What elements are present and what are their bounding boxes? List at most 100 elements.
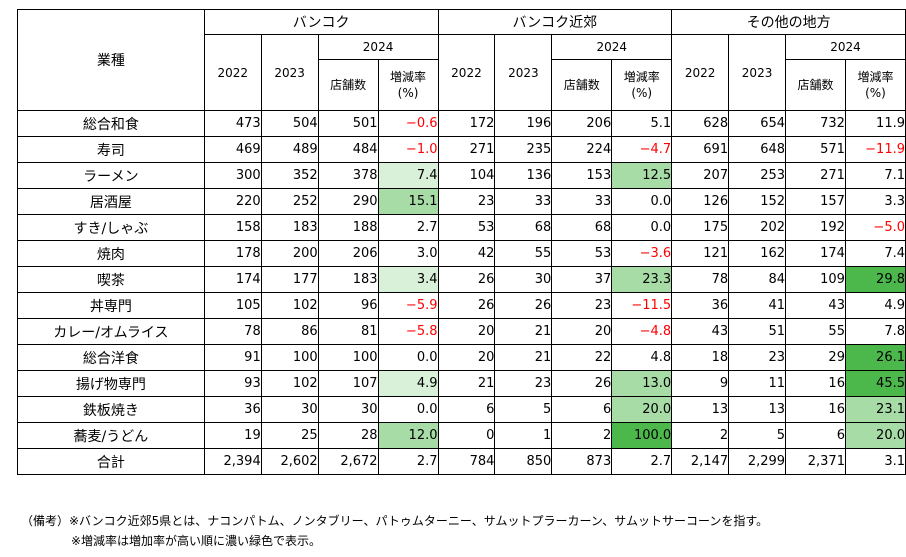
rate-unit: (%): [865, 86, 886, 100]
category-cell: 丼専門: [17, 292, 205, 319]
footnotes: （備考）※バンコク近郊5県とは、ナコンパトム、ノンタブリー、パトゥムターニー、サ…: [21, 511, 768, 551]
suburbs-2022-cell: 26: [437, 266, 496, 293]
bangkok-stores-2024-cell: 501: [317, 110, 379, 137]
bangkok-2023-cell: 504: [260, 110, 319, 137]
bangkok-2023-cell: 489: [260, 136, 319, 163]
bangkok-2022-cell: 469: [203, 136, 262, 163]
year-2023-header: 2023: [260, 34, 319, 111]
other-2022-cell: 9: [671, 370, 730, 397]
other-2022-cell: 207: [671, 162, 730, 189]
other-rate-2024-cell: 45.5: [844, 370, 906, 397]
suburbs-rate-2024-cell: 12.5: [611, 162, 673, 189]
suburbs-2022-cell: 6: [437, 396, 496, 423]
other-rate-2024-cell: 20.0: [844, 422, 906, 449]
rate-label: 増減率: [623, 70, 660, 84]
other-2022-cell: 2: [671, 422, 730, 449]
table-row: 揚げ物専門 93 102 107 4.9 21 23 26 13.0 9 11 16 45.5: [17, 370, 906, 397]
category-cell: 鉄板焼き: [17, 396, 205, 423]
bangkok-2023-cell: 102: [260, 292, 319, 319]
other-2022-cell: 628: [671, 110, 730, 137]
suburbs-rate-2024-cell: −4.7: [611, 136, 673, 163]
bangkok-2022-cell: 19: [203, 422, 262, 449]
other-stores-2024-cell: 16: [785, 370, 846, 397]
other-2023-cell: 23: [728, 344, 787, 371]
category-cell: すき/しゃぶ: [17, 214, 205, 241]
suburbs-rate-2024-cell: 23.3: [611, 266, 673, 293]
table-body: 総合和食 473 504 501 −0.6 172 196 206 5.1 628 654 732 11…: [17, 110, 906, 475]
other-stores-2024-cell: 571: [785, 136, 846, 163]
bangkok-stores-2024-cell: 290: [317, 188, 379, 215]
bangkok-2022-cell: 174: [203, 266, 262, 293]
suburbs-rate-2024-cell: 2.7: [611, 448, 673, 475]
rate-label: 増減率: [390, 70, 427, 84]
table-row: すき/しゃぶ 158 183 188 2.7 53 68 68 0.0 175 202 192 −5.0: [17, 214, 906, 241]
bangkok-rate-2024-cell: 2.7: [377, 214, 439, 241]
bangkok-2022-cell: 300: [203, 162, 262, 189]
other-2022-cell: 36: [671, 292, 730, 319]
category-cell: 焼肉: [17, 240, 205, 267]
suburbs-rate-2024-cell: −11.5: [611, 292, 673, 319]
suburbs-2022-cell: 20: [437, 318, 496, 345]
bangkok-2022-cell: 220: [203, 188, 262, 215]
other-rate-2024-cell: 7.4: [844, 240, 906, 267]
suburbs-2023-cell: 21: [494, 344, 553, 371]
suburbs-2023-cell: 196: [494, 110, 553, 137]
other-2023-cell: 5: [728, 422, 787, 449]
bangkok-2022-cell: 2,394: [203, 448, 262, 475]
bangkok-rate-2024-cell: 0.0: [377, 396, 439, 423]
rate-header: 増減率 (%): [844, 59, 906, 111]
bangkok-stores-2024-cell: 107: [317, 370, 379, 397]
other-2023-cell: 648: [728, 136, 787, 163]
bangkok-rate-2024-cell: 12.0: [377, 422, 439, 449]
bangkok-2023-cell: 100: [260, 344, 319, 371]
bangkok-rate-2024-cell: 2.7: [377, 448, 439, 475]
suburbs-2023-cell: 136: [494, 162, 553, 189]
bangkok-rate-2024-cell: 15.1: [377, 188, 439, 215]
stores-header: 店舗数: [785, 59, 846, 111]
bangkok-rate-2024-cell: −1.0: [377, 136, 439, 163]
bangkok-rate-2024-cell: 4.9: [377, 370, 439, 397]
stores-header: 店舗数: [551, 59, 613, 111]
suburbs-2023-cell: 1: [494, 422, 553, 449]
bangkok-2023-cell: 30: [260, 396, 319, 423]
bangkok-2022-cell: 178: [203, 240, 262, 267]
rate-unit: (%): [631, 86, 653, 100]
category-cell: 総合和食: [17, 110, 205, 137]
suburbs-rate-2024-cell: 20.0: [611, 396, 673, 423]
suburbs-rate-2024-cell: 0.0: [611, 188, 673, 215]
bangkok-2022-cell: 78: [203, 318, 262, 345]
suburbs-2023-cell: 30: [494, 266, 553, 293]
suburbs-2023-cell: 55: [494, 240, 553, 267]
stores-header: 店舗数: [317, 59, 379, 111]
suburbs-stores-2024-cell: 206: [551, 110, 613, 137]
group-header-other-regions: その他の地方: [671, 9, 906, 35]
bangkok-stores-2024-cell: 206: [317, 240, 379, 267]
category-cell: 居酒屋: [17, 188, 205, 215]
suburbs-2023-cell: 26: [494, 292, 553, 319]
bangkok-stores-2024-cell: 30: [317, 396, 379, 423]
bangkok-2023-cell: 177: [260, 266, 319, 293]
year-2022-header: 2022: [671, 34, 730, 111]
rate-label: 増減率: [857, 70, 894, 84]
other-2022-cell: 175: [671, 214, 730, 241]
category-cell: 揚げ物専門: [17, 370, 205, 397]
other-stores-2024-cell: 174: [785, 240, 846, 267]
other-2023-cell: 2,299: [728, 448, 787, 475]
other-2023-cell: 202: [728, 214, 787, 241]
bangkok-2023-cell: 252: [260, 188, 319, 215]
bangkok-stores-2024-cell: 183: [317, 266, 379, 293]
other-2022-cell: 126: [671, 188, 730, 215]
other-rate-2024-cell: 29.8: [844, 266, 906, 293]
suburbs-rate-2024-cell: −4.8: [611, 318, 673, 345]
other-stores-2024-cell: 16: [785, 396, 846, 423]
suburbs-2023-cell: 5: [494, 396, 553, 423]
bangkok-rate-2024-cell: −0.6: [377, 110, 439, 137]
other-2022-cell: 691: [671, 136, 730, 163]
suburbs-stores-2024-cell: 53: [551, 240, 613, 267]
other-2023-cell: 51: [728, 318, 787, 345]
bangkok-stores-2024-cell: 378: [317, 162, 379, 189]
category-cell: 寿司: [17, 136, 205, 163]
category-cell: カレー/オムライス: [17, 318, 205, 345]
table-row: 蕎麦/うどん 19 25 28 12.0 0 1 2 100.0 2 5 6 20.0: [17, 422, 906, 449]
suburbs-2022-cell: 53: [437, 214, 496, 241]
